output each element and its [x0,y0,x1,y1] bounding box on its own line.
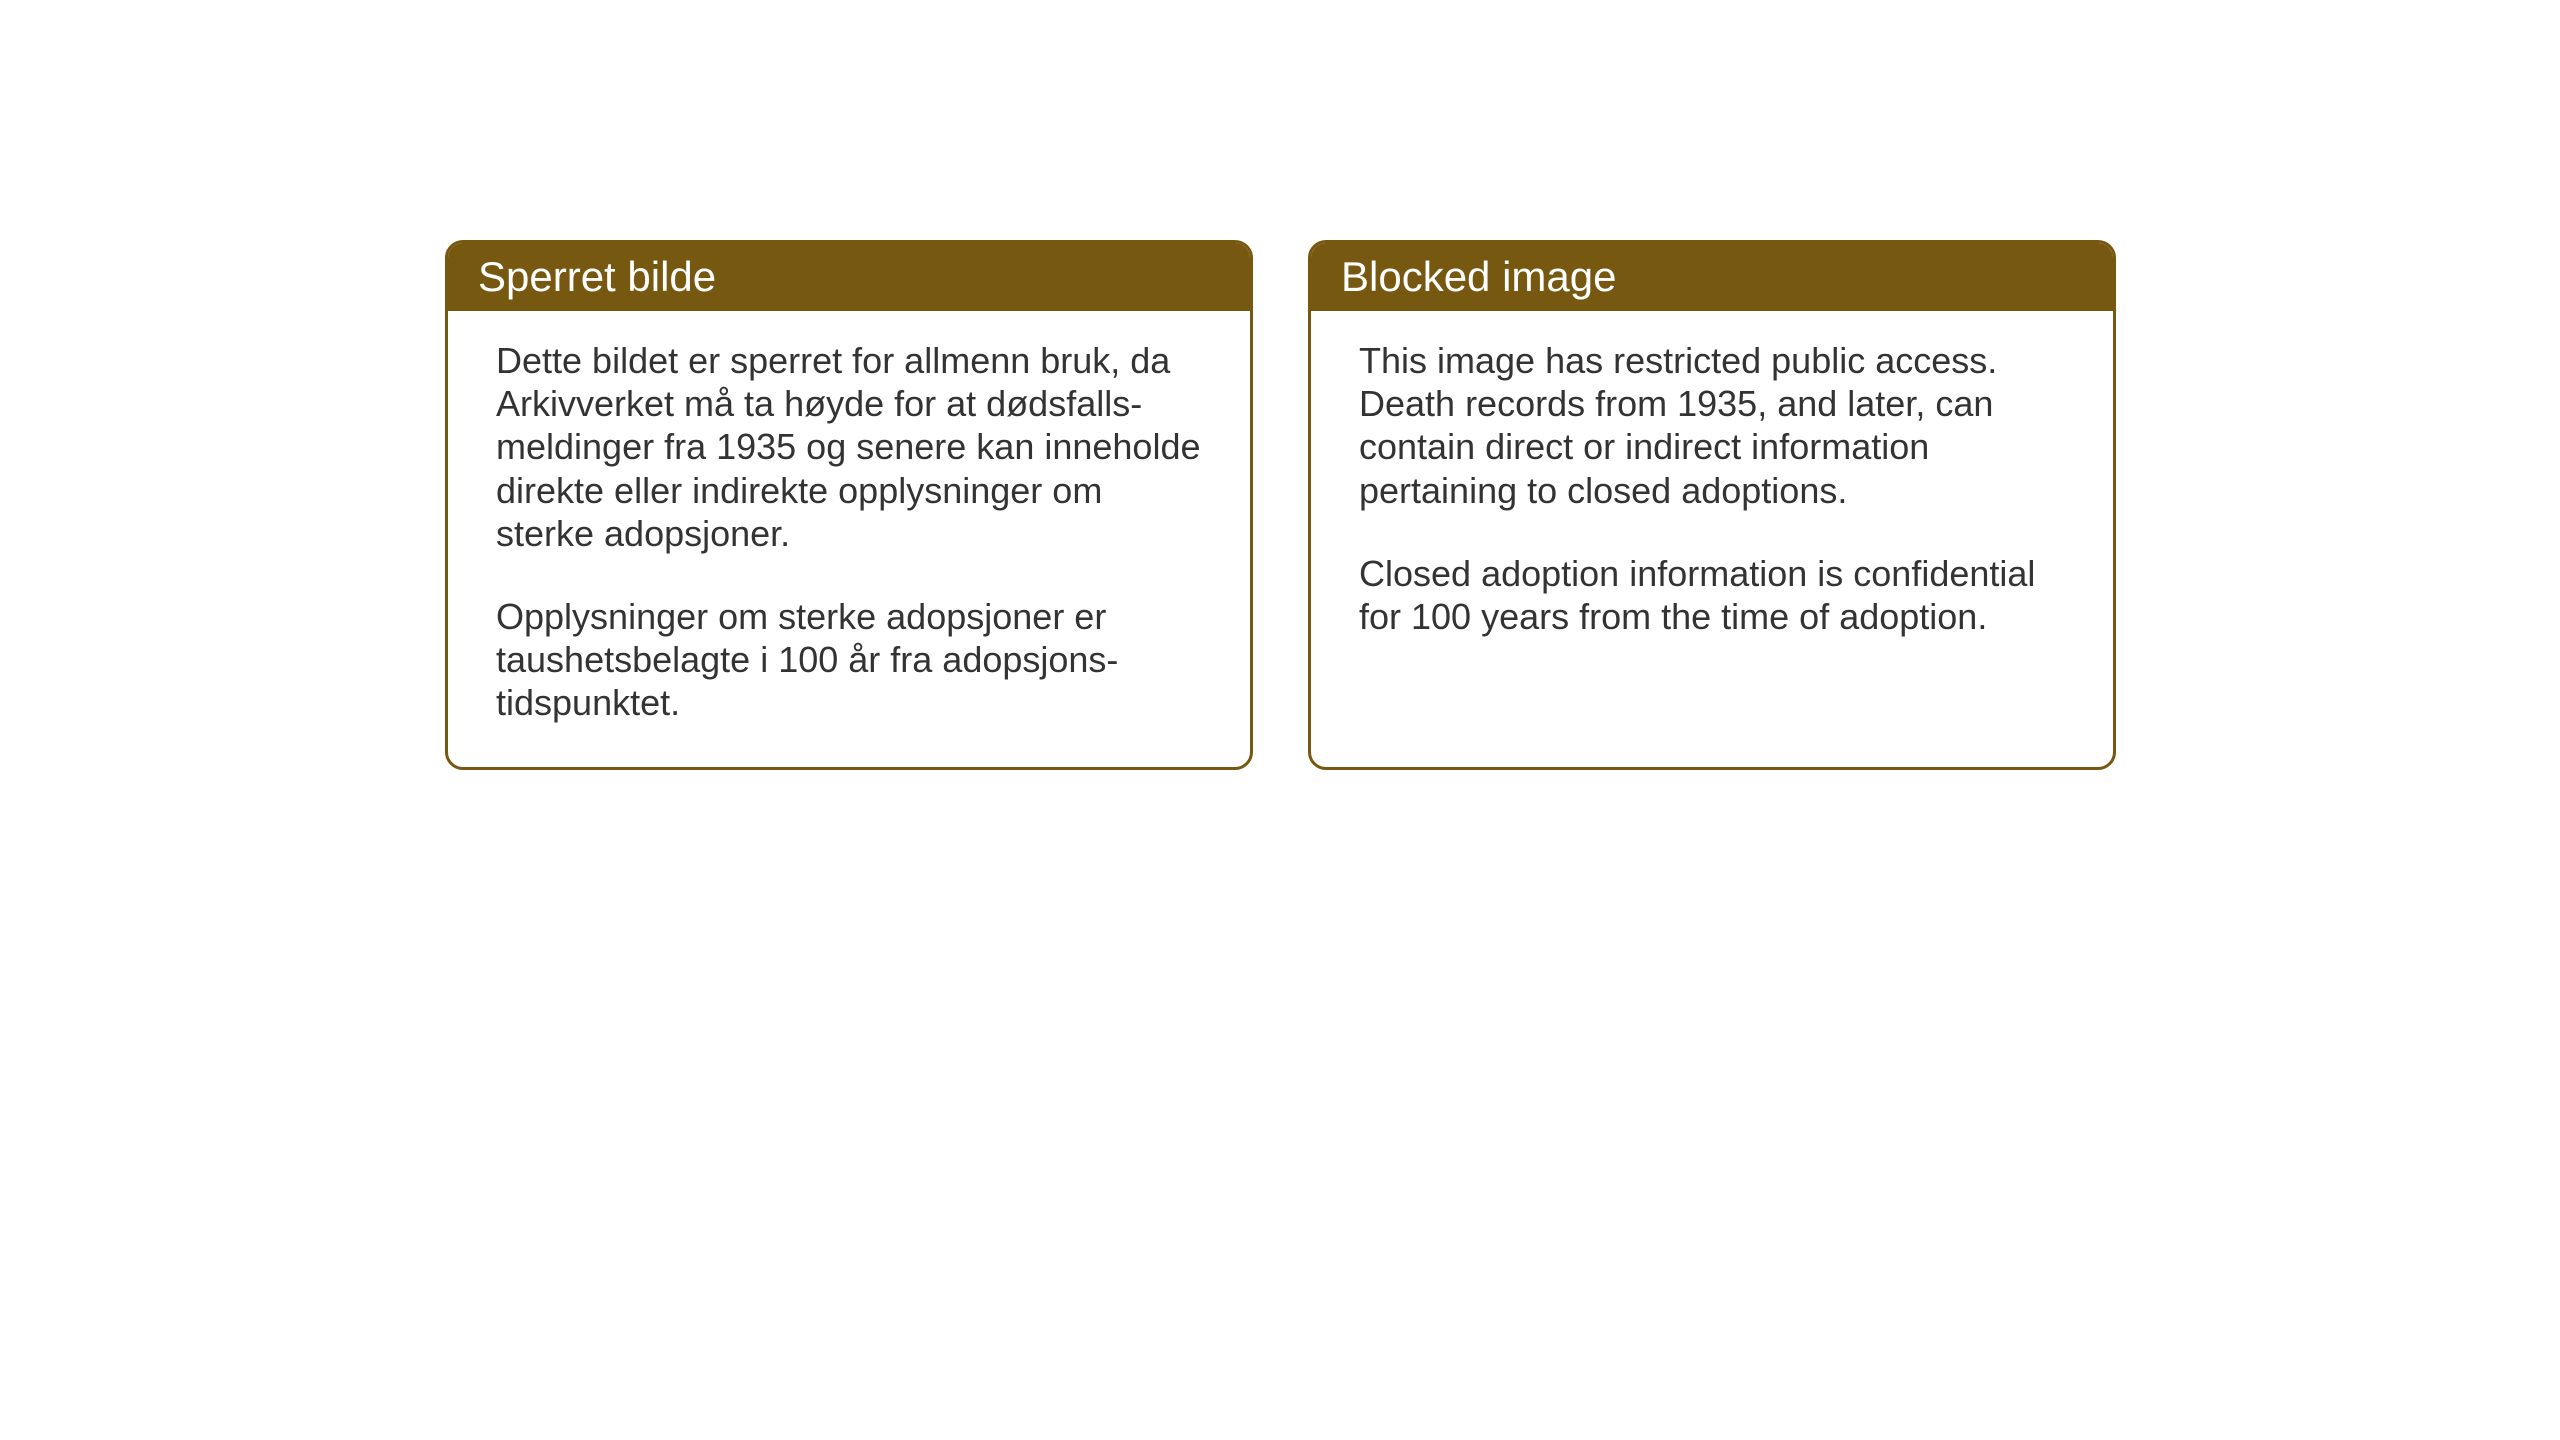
english-card-body: This image has restricted public access.… [1311,311,2113,680]
norwegian-paragraph-1: Dette bildet er sperret for allmenn bruk… [496,339,1202,555]
norwegian-paragraph-2: Opplysninger om sterke adopsjoner er tau… [496,595,1202,725]
norwegian-notice-card: Sperret bilde Dette bildet er sperret fo… [445,240,1253,770]
notice-container: Sperret bilde Dette bildet er sperret fo… [445,240,2116,770]
norwegian-card-title: Sperret bilde [448,243,1250,311]
norwegian-card-body: Dette bildet er sperret for allmenn bruk… [448,311,1250,767]
english-paragraph-1: This image has restricted public access.… [1359,339,2065,512]
english-card-title: Blocked image [1311,243,2113,311]
english-notice-card: Blocked image This image has restricted … [1308,240,2116,770]
english-paragraph-2: Closed adoption information is confident… [1359,552,2065,638]
